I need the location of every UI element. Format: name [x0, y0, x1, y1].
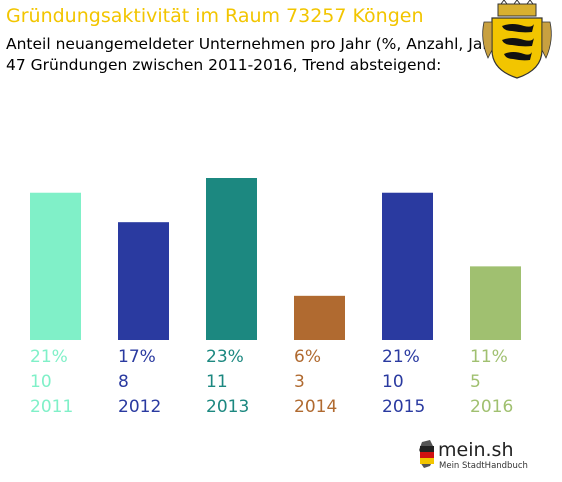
year-label-2014: 2014: [294, 397, 338, 417]
chart-title: Gründungsaktivität im Raum 73257 Köngen: [6, 5, 424, 27]
percent-label-2014: 6%: [294, 347, 321, 367]
year-label-2012: 2012: [118, 397, 162, 417]
count-label-2012: 8: [118, 372, 129, 392]
bar-chart: [30, 178, 521, 340]
year-label-2015: 2015: [382, 397, 426, 417]
year-label-2013: 2013: [206, 397, 250, 417]
percent-label-2016: 11%: [470, 347, 508, 367]
percent-label-2012: 17%: [118, 347, 156, 367]
percent-label-2011: 21%: [30, 347, 68, 367]
percent-label-2013: 23%: [206, 347, 244, 367]
chart-subtitle: Anteil neuangemeldeter Unternehmen pro J…: [6, 35, 505, 53]
bar-2012: [118, 222, 169, 340]
bar-2013: [206, 178, 257, 340]
count-label-2013: 11: [206, 372, 228, 392]
bar-2011: [30, 192, 81, 340]
count-label-2014: 3: [294, 372, 305, 392]
count-label-2015: 10: [382, 372, 404, 392]
year-label-2016: 2016: [470, 397, 514, 417]
bar-2014: [294, 295, 345, 340]
count-label-2011: 10: [30, 372, 52, 392]
germany-map-icon: [412, 432, 552, 476]
bar-2016: [470, 266, 521, 340]
count-label-2016: 5: [470, 372, 481, 392]
chart-summary: 47 Gründungen zwischen 2011-2016, Trend …: [6, 56, 442, 74]
baden-wuerttemberg-coat-of-arms-icon: [482, 0, 552, 79]
brand-logo-tagline: Mein StadtHandbuch: [439, 461, 528, 471]
year-label-2011: 2011: [30, 397, 74, 417]
brand-logo-text[interactable]: mein.sh: [438, 439, 514, 461]
percent-label-2015: 21%: [382, 347, 420, 367]
bar-2015: [382, 192, 433, 340]
